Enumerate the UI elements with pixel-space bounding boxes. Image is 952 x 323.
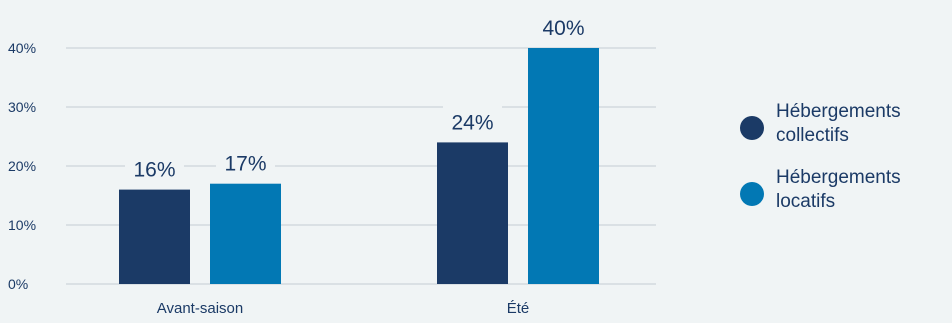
legend-swatch-collectifs: [740, 116, 764, 140]
legend-item-locatifs: Hébergements locatifs: [740, 166, 952, 214]
data-label: 24%: [451, 111, 493, 134]
y-tick-label: 0%: [8, 276, 28, 292]
bar: [528, 48, 599, 284]
data-label-background: [534, 12, 593, 40]
x-category-label: Été: [507, 300, 530, 317]
y-tick-label: 20%: [8, 158, 36, 174]
legend-label-collectifs: Hébergements collectifs: [776, 101, 901, 146]
x-axis-categories: Avant-saison Été: [157, 300, 529, 317]
legend-label-locatifs: Hébergements locatifs: [776, 167, 901, 212]
data-label: 17%: [224, 153, 266, 176]
y-tick-label: 30%: [8, 99, 36, 115]
data-label: 16%: [133, 159, 175, 182]
data-label-background: [216, 147, 275, 176]
data-labels: 16% 17% 24% 40%: [125, 12, 593, 182]
legend-item-collectifs: Hébergements collectifs: [740, 100, 952, 148]
bars: [119, 48, 599, 284]
data-label: 40%: [542, 17, 584, 40]
y-tick-label: 40%: [8, 40, 36, 56]
x-category-label: Avant-saison: [157, 300, 243, 317]
bar: [437, 142, 508, 284]
legend-swatch-locatifs: [740, 182, 764, 206]
data-label-background: [443, 106, 502, 135]
y-tick-label: 10%: [8, 217, 36, 233]
legend: Hébergements collectifs Hébergements loc…: [740, 100, 952, 232]
data-label-background: [125, 153, 184, 182]
bar: [119, 189, 190, 284]
bar: [210, 183, 281, 284]
y-axis-ticks: 0% 10% 20% 30% 40%: [8, 40, 36, 292]
